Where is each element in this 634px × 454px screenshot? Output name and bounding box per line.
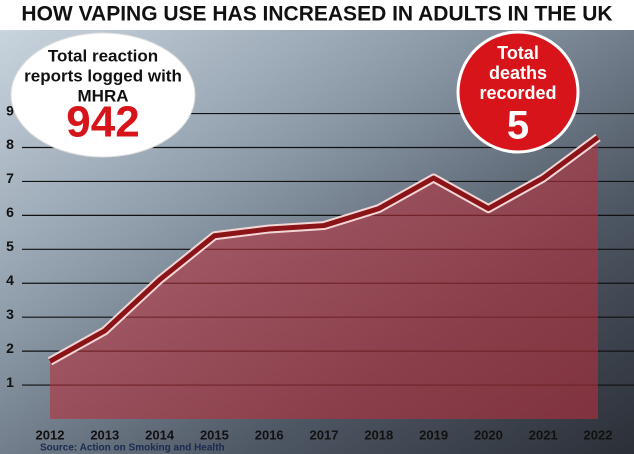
y-tick-label: 4 xyxy=(6,272,14,288)
x-tick-label: 2013 xyxy=(90,427,119,442)
x-tick-label: 2014 xyxy=(145,427,175,442)
area xyxy=(50,137,598,420)
x-tick-label: 2020 xyxy=(474,427,503,442)
x-tick-label: 2021 xyxy=(529,427,558,442)
y-tick-label: 9 xyxy=(6,102,14,118)
x-tick-label: 2018 xyxy=(364,427,393,442)
plot: 1 2 3 4 5 6 7 8 9 2012 2013 2014 2015 2016 2017 2018 201… xyxy=(6,30,634,442)
y-tick-label: 8 xyxy=(6,136,14,152)
line xyxy=(48,135,600,364)
x-tick-label: 2012 xyxy=(36,427,65,442)
x-tick-label: 2015 xyxy=(200,427,229,442)
callout-text: MHRA xyxy=(78,86,129,105)
x-tick-label: 2022 xyxy=(584,427,613,442)
callout-text: reports logged with xyxy=(24,66,182,85)
y-tick-label: 7 xyxy=(6,170,14,186)
callout-bubble xyxy=(10,32,196,158)
callout-text: Total xyxy=(497,43,539,63)
y-tick-label: 3 xyxy=(6,306,14,322)
callout-text: deaths xyxy=(489,63,547,83)
x-tick-label: 2016 xyxy=(255,427,284,442)
callout-text: recorded xyxy=(479,83,556,103)
y-tick-label: 1 xyxy=(6,374,14,390)
y-tick-label: 6 xyxy=(6,204,14,220)
y-tick-label: 2 xyxy=(6,340,14,356)
y-tick-label: 5 xyxy=(6,238,14,254)
source: Source: Action on Smoking and Health xyxy=(40,443,225,454)
x-tick-label: 2019 xyxy=(419,427,448,442)
callout-circle xyxy=(456,30,580,154)
callout-text: Total reaction xyxy=(48,46,158,65)
x-tick-label: 2017 xyxy=(310,427,339,442)
title-band xyxy=(0,0,634,30)
callout-value: 942 xyxy=(66,98,139,147)
chart-title: HOW VAPING USE HAS INCREASED IN ADULTS I… xyxy=(21,3,612,26)
callout-value: 5 xyxy=(507,104,529,148)
